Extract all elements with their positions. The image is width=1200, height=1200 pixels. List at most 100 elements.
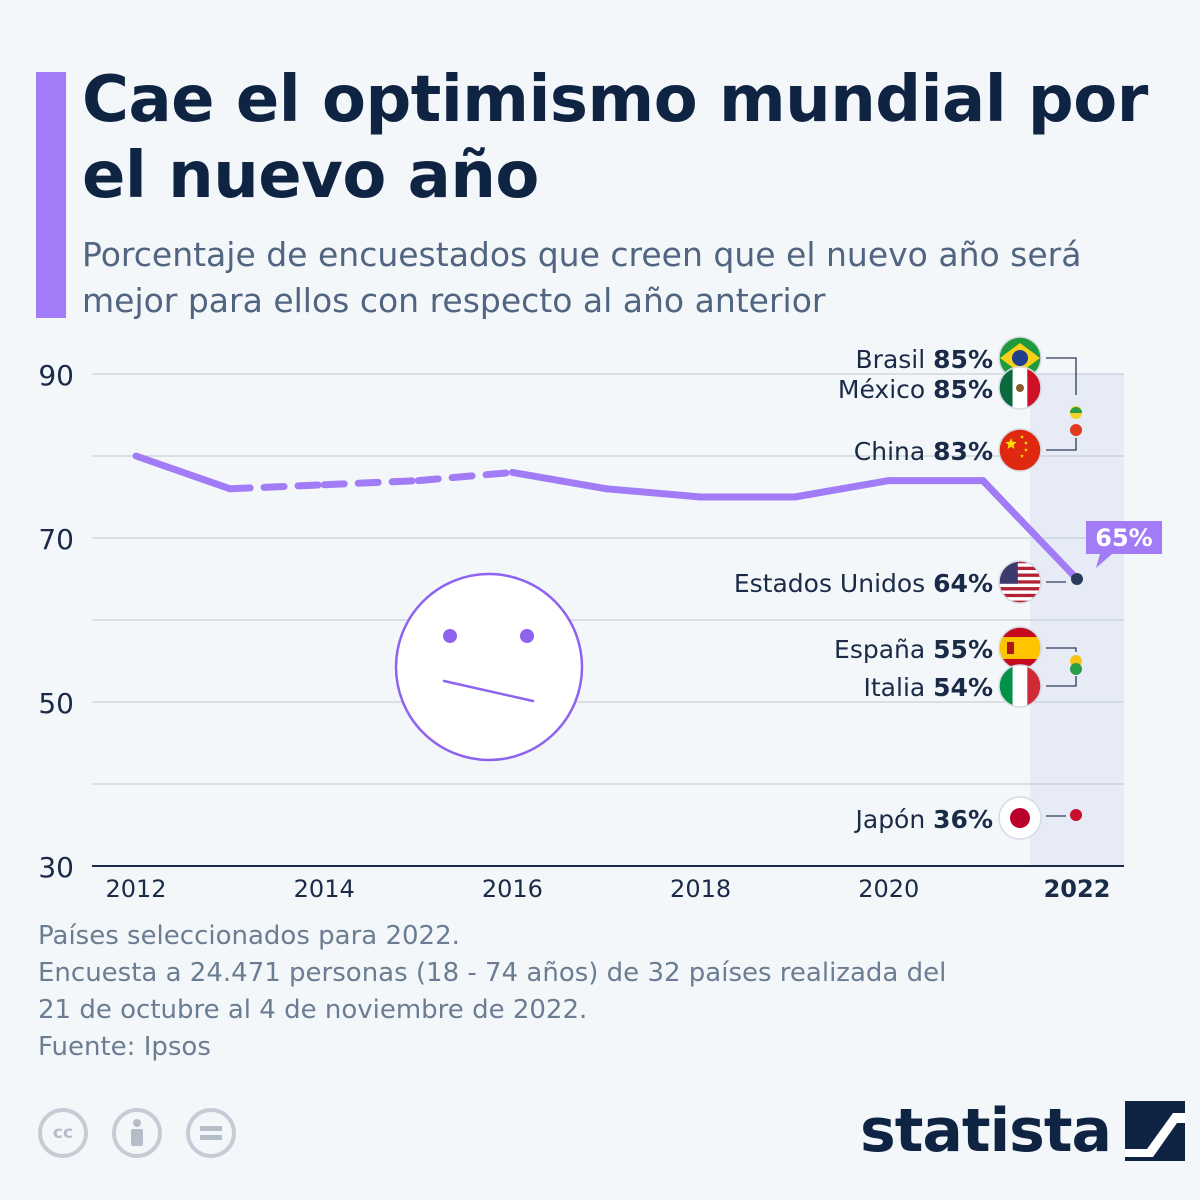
flag-border: [998, 560, 1042, 604]
flag-body: [999, 797, 1041, 839]
series-line-segment: [979, 477, 1081, 583]
footer-notes: Países seleccionados para 2022. Encuesta…: [38, 918, 946, 1029]
country-dot-italy: [1070, 663, 1082, 675]
series-line-dashed-segment: [414, 468, 516, 485]
chart-title: Cae el optimismo mundial por el nuevo añ…: [82, 63, 1148, 213]
flag-emblem: [1007, 642, 1014, 654]
country-label-usa: Estados Unidos 64%: [734, 569, 993, 598]
country-label-brazil: Brasil 85%: [856, 345, 993, 374]
statista-logo[interactable]: statista: [860, 1096, 1186, 1166]
japan-flag-icon: [998, 796, 1042, 840]
country-label-spain: España 55%: [834, 635, 993, 664]
country-label-mexico: México 85%: [838, 375, 993, 404]
mexico-flag-icon: [998, 366, 1042, 410]
spain-flag-icon: [998, 626, 1042, 670]
series-line-dashed-segment: [320, 477, 422, 489]
flag-border: [998, 796, 1042, 840]
country-name: Estados Unidos: [734, 569, 933, 598]
flag-sun: [1010, 808, 1030, 828]
license-icons: cc: [38, 1108, 236, 1158]
x-tick-label: 2022: [1044, 875, 1111, 903]
connector-line: [1046, 438, 1077, 451]
flag-stripe: [999, 570, 1041, 574]
flag-star: [1005, 438, 1017, 449]
flag-border: [998, 428, 1042, 472]
footer-note: Encuesta a 24.471 personas (18 - 74 años…: [38, 958, 947, 988]
x-tick-label: 2014: [294, 875, 355, 903]
country-value: 85%: [933, 345, 993, 374]
face-eye: [443, 629, 457, 643]
series-line-segment: [603, 485, 705, 501]
flag-stripe: [999, 590, 1041, 594]
y-tick-label: 70: [38, 523, 74, 556]
flag-star: [1024, 441, 1028, 445]
country-value: 85%: [933, 375, 993, 404]
china-flag-icon: [998, 428, 1042, 472]
flag-stripe: [1012, 665, 1028, 707]
series-line-segment: [508, 468, 610, 493]
footer-note: 21 de octubre al 4 de noviembre de 2022.: [38, 995, 588, 1025]
country-value: 64%: [933, 569, 993, 598]
cc-icon[interactable]: cc: [38, 1108, 88, 1158]
source-label: Fuente: Ipsos: [38, 1032, 211, 1062]
flag-star: [1020, 435, 1024, 439]
flag-stripe: [999, 583, 1041, 588]
flag-stripe: [999, 600, 1041, 603]
callout-label: 65%: [1095, 524, 1152, 552]
country-name: España: [834, 635, 933, 664]
country-label-japan: Japón 36%: [854, 805, 994, 834]
connector-line: [1046, 357, 1077, 395]
title-accent-bar: [36, 72, 66, 318]
neutral-face-icon: [394, 572, 584, 762]
series-line-segment: [791, 477, 893, 501]
series-line-dashed-segment: [226, 481, 328, 493]
y-tick-label: 50: [38, 687, 74, 720]
flag-stripe: [999, 580, 1041, 584]
series-line-segment: [132, 452, 234, 493]
connector-line: [1046, 647, 1077, 652]
country-name: México: [838, 375, 933, 404]
x-tick-label: 2012: [105, 875, 166, 903]
face-mouth: [442, 679, 535, 703]
flag-border: [998, 366, 1042, 410]
footer-note: Países seleccionados para 2022.: [38, 921, 460, 951]
x-tick-label: 2016: [482, 875, 543, 903]
connector-line: [1046, 676, 1077, 687]
flag-stripe: [999, 563, 1041, 567]
flag-body: [999, 627, 1041, 669]
y-tick-label: 30: [38, 851, 74, 884]
country-name: China: [854, 437, 933, 466]
flag-emblem: [1016, 384, 1024, 392]
italy-flag-icon: [998, 664, 1042, 708]
flag-stripe: [999, 576, 1041, 581]
chart-subtitle: Porcentaje de encuestados que creen que …: [82, 235, 1082, 320]
country-label-italy: Italia 54%: [864, 673, 994, 702]
flag-stripe: [999, 593, 1041, 598]
flag-stripe: [999, 637, 1041, 659]
country-name: Italia: [864, 673, 934, 702]
flag-stripe: [999, 561, 1041, 564]
country-label-china: China 83%: [854, 437, 993, 466]
noderivs-icon[interactable]: [186, 1108, 236, 1158]
country-dot-china: [1070, 424, 1082, 436]
callout-bubble: [1086, 521, 1162, 568]
y-tick-label: 90: [38, 359, 74, 392]
country-dot-japan: [1070, 809, 1082, 821]
country-value: 83%: [933, 437, 993, 466]
flag-stripe: [999, 566, 1041, 571]
x-tick-label: 2020: [858, 875, 919, 903]
attribution-icon[interactable]: [112, 1108, 162, 1158]
brand-name: statista: [860, 1096, 1112, 1166]
country-value: 55%: [933, 635, 993, 664]
flag-stripe: [999, 587, 1041, 591]
data-point-2022: [1071, 573, 1083, 585]
face-eye: [520, 629, 534, 643]
country-dot-mexico: [1070, 407, 1082, 413]
flag-stripe: [999, 597, 1041, 601]
flag-body: [999, 429, 1041, 471]
country-value: 36%: [933, 805, 993, 834]
x-tick-label: 2018: [670, 875, 731, 903]
country-name: Brasil: [856, 345, 934, 374]
flag-star: [1024, 448, 1028, 452]
